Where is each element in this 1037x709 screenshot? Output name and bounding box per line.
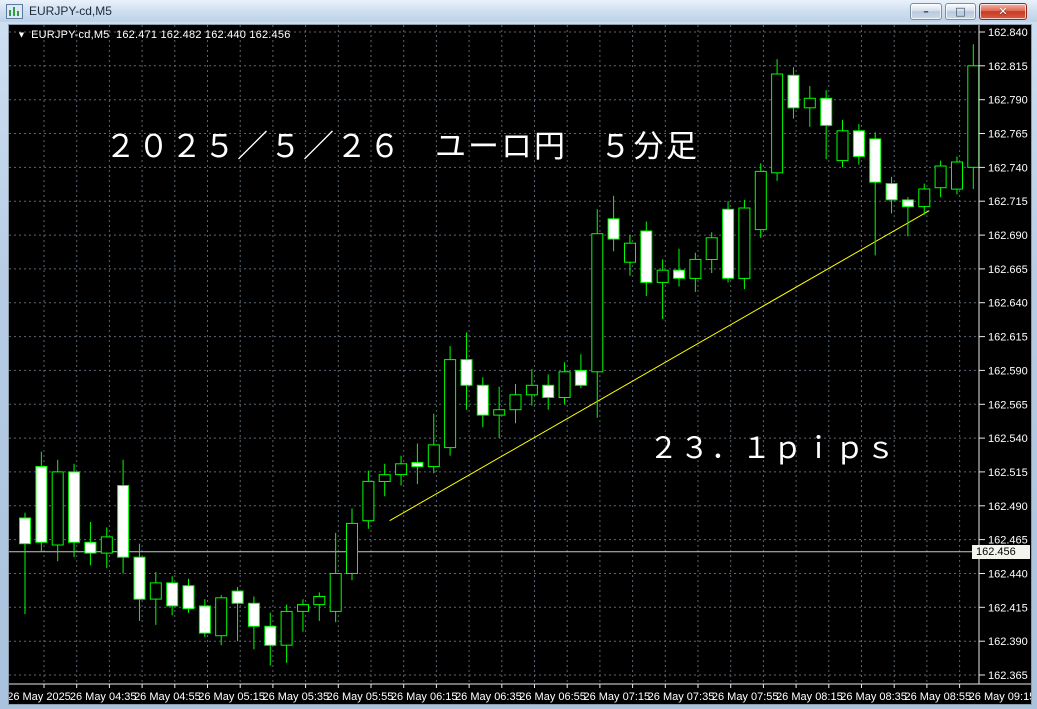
symbol-dropdown-icon[interactable]: ▼ xyxy=(17,30,26,40)
svg-text:26 May 07:15: 26 May 07:15 xyxy=(583,691,650,703)
svg-text:26 May 2025: 26 May 2025 xyxy=(9,691,71,703)
svg-text:162.765: 162.765 xyxy=(988,129,1028,141)
svg-text:26 May 07:55: 26 May 07:55 xyxy=(712,691,779,703)
chart-icon xyxy=(6,3,23,19)
svg-text:26 May 05:55: 26 May 05:55 xyxy=(327,691,394,703)
price-axis: 162.840 162.815 162.790 162.765 162.740 162.7… xyxy=(978,25,1028,684)
ohlc-symbol: EURJPY-cd,M5 xyxy=(31,29,110,41)
svg-text:26 May 08:15: 26 May 08:15 xyxy=(776,691,843,703)
ohlc-high: 162.482 xyxy=(160,29,202,41)
svg-text:26 May 04:55: 26 May 04:55 xyxy=(134,691,201,703)
svg-text:162.815: 162.815 xyxy=(988,61,1028,73)
restore-button[interactable]: □ xyxy=(945,3,976,20)
current-price-badge: 162.456 xyxy=(972,544,1030,559)
annotation-pips-label: ２３．１ｐｉｐｓ xyxy=(649,431,898,465)
svg-text:26 May 09:15: 26 May 09:15 xyxy=(969,691,1031,703)
svg-text:162.565: 162.565 xyxy=(988,399,1028,411)
svg-text:26 May 06:35: 26 May 06:35 xyxy=(455,691,522,703)
ohlc-open: 162.471 xyxy=(116,29,158,41)
window-title-bar[interactable]: EURJPY-cd,M5 xyxy=(0,0,1037,22)
close-button[interactable]: ✕ xyxy=(979,3,1027,20)
ohlc-readout: ▼ EURJPY-cd,M5 162.471 162.482 162.440 16… xyxy=(16,29,291,41)
svg-text:162.515: 162.515 xyxy=(988,467,1028,479)
svg-text:162.415: 162.415 xyxy=(988,602,1028,614)
svg-text:162.715: 162.715 xyxy=(988,196,1028,208)
ohlc-low: 162.440 xyxy=(204,29,247,41)
svg-text:162.665: 162.665 xyxy=(988,264,1028,276)
svg-text:162.640: 162.640 xyxy=(988,298,1028,310)
svg-text:26 May 08:35: 26 May 08:35 xyxy=(840,691,907,703)
svg-text:26 May 04:35: 26 May 04:35 xyxy=(70,691,137,703)
svg-text:162.440: 162.440 xyxy=(988,569,1028,581)
ohlc-close: 162.456 xyxy=(249,29,291,41)
svg-text:162.540: 162.540 xyxy=(988,433,1028,445)
svg-text:162.590: 162.590 xyxy=(988,365,1028,377)
svg-text:162.740: 162.740 xyxy=(988,162,1028,174)
svg-text:162.365: 162.365 xyxy=(988,670,1028,682)
candlestick-chart[interactable]: 162.840 162.815 162.790 162.765 162.740 162.7… xyxy=(9,25,1031,704)
svg-text:162.690: 162.690 xyxy=(988,230,1028,242)
svg-text:162.490: 162.490 xyxy=(988,501,1028,513)
chart-client-area: 162.840 162.815 162.790 162.765 162.740 162.7… xyxy=(8,24,1032,705)
window-title: EURJPY-cd,M5 xyxy=(29,4,112,18)
annotation-date-label: ２０２５／５／２６ ユーロ円 ５分足 xyxy=(105,129,699,165)
trendline[interactable] xyxy=(389,210,930,522)
minimize-button[interactable]: – xyxy=(910,3,942,20)
svg-text:162.390: 162.390 xyxy=(988,636,1028,648)
svg-text:26 May 05:15: 26 May 05:15 xyxy=(198,691,265,703)
svg-text:26 May 06:55: 26 May 06:55 xyxy=(519,691,586,703)
svg-text:162.465: 162.465 xyxy=(988,535,1028,547)
svg-text:162.615: 162.615 xyxy=(988,332,1028,344)
svg-text:26 May 05:35: 26 May 05:35 xyxy=(262,691,329,703)
svg-text:26 May 07:35: 26 May 07:35 xyxy=(648,691,715,703)
svg-text:26 May 08:55: 26 May 08:55 xyxy=(904,691,971,703)
candles xyxy=(19,44,980,666)
svg-text:162.840: 162.840 xyxy=(988,27,1028,39)
svg-text:26 May 06:15: 26 May 06:15 xyxy=(391,691,458,703)
grid xyxy=(9,25,979,684)
svg-text:162.790: 162.790 xyxy=(988,95,1028,107)
